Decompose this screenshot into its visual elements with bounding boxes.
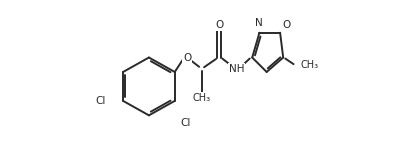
Text: CH₃: CH₃ <box>193 93 211 103</box>
Text: Cl: Cl <box>96 96 106 106</box>
Text: O: O <box>215 20 223 30</box>
Text: Cl: Cl <box>180 118 190 128</box>
Text: CH₃: CH₃ <box>301 60 318 70</box>
Text: O: O <box>282 20 291 30</box>
Text: NH: NH <box>229 64 245 74</box>
Text: O: O <box>183 53 191 62</box>
Text: N: N <box>254 18 262 28</box>
